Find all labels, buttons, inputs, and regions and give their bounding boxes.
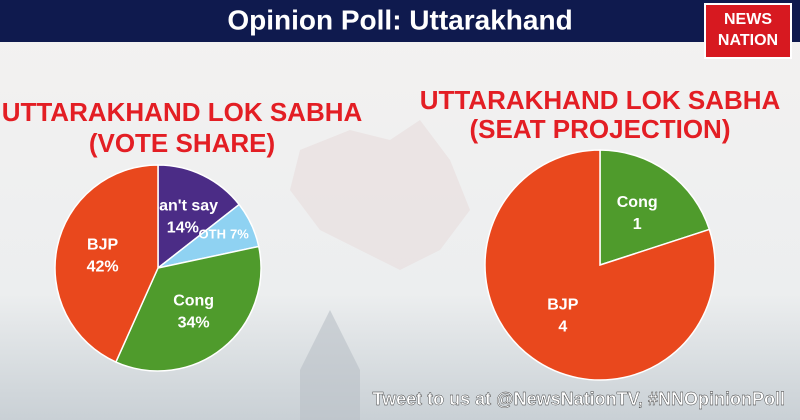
slice-label: Cong [173,292,214,309]
pie-slice [484,149,716,381]
temple-silhouette [300,310,360,420]
chart-title: UTTARAKHAND LOK SABHA [2,97,363,127]
slice-value: 42% [87,258,119,275]
slice-label: BJP [547,296,578,313]
slice-value: 7% [230,227,249,242]
pie-slice [114,245,262,372]
slice-label: BJP [87,236,118,253]
slice-value: 34% [178,314,210,331]
map-silhouette [290,120,470,270]
header-bar [0,0,800,42]
logo-text: NATION [718,32,778,49]
pie-slice [54,164,159,363]
logo [704,3,792,59]
slice-label: Cong [617,194,658,211]
slice-value: 1 [633,216,642,233]
header-title: Opinion Poll: Uttarakhand [227,4,572,35]
footer: Tweet to us at @NewsNationTV, #NNOpinion… [372,389,785,409]
pie-slice [599,149,711,267]
slice-value: 14% [167,219,199,236]
slice-label: OTH [199,227,226,242]
slice-value: 4 [558,318,567,335]
logo-text: NEWS [724,11,772,28]
pie-slice [157,164,241,270]
chart-subtitle: (VOTE SHARE) [89,128,275,158]
chart-subtitle: (SEAT PROJECTION) [470,114,731,144]
slice-label: Can't say [148,197,219,214]
chart-title: UTTARAKHAND LOK SABHA [420,85,781,115]
